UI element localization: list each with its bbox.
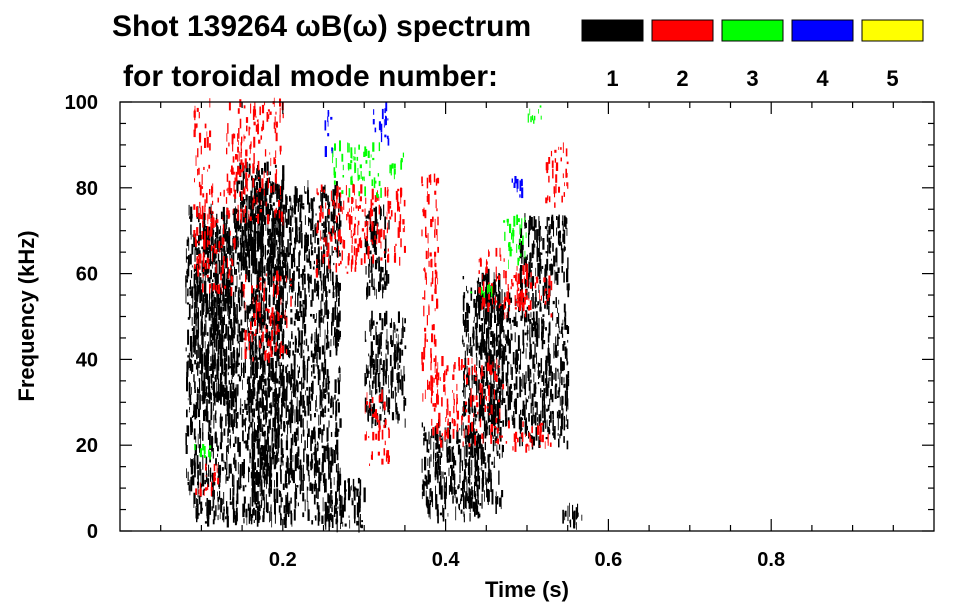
- mode-1-region-6: [324, 477, 366, 533]
- mode-3-region-5: [470, 283, 493, 298]
- legend-label-2: 2: [676, 66, 688, 91]
- x-axis-label: Time (s): [485, 577, 569, 602]
- y-axis-label: Frequency (kHz): [14, 230, 39, 401]
- mode-1-region-5: [250, 180, 342, 528]
- x-tick-label-0.8: 0.8: [757, 549, 785, 571]
- axis-ticks: 0.2 0.4 0.6 0.8 0 20 40 60 80 100: [65, 92, 934, 571]
- mode-1-region-8: [364, 310, 407, 429]
- y-tick-label-20: 20: [76, 435, 98, 457]
- y-tick-label-60: 60: [76, 264, 98, 286]
- mode-3-region-4: [503, 214, 527, 270]
- y-tick-label-0: 0: [87, 521, 98, 543]
- mode-4-region-2: [372, 102, 390, 146]
- x-tick-label-0.4: 0.4: [432, 549, 461, 571]
- x-tick-label-0.6: 0.6: [594, 549, 622, 571]
- series-mode-2: [193, 97, 569, 497]
- mode-2-region-8: [364, 389, 390, 466]
- mode-2-region-12: [503, 270, 553, 320]
- mode-1-region-7: [364, 204, 390, 300]
- y-tick-label-40: 40: [76, 349, 98, 371]
- mode-2-region-14: [545, 142, 569, 208]
- mode-2-region-9: [421, 173, 440, 405]
- mode-1-region-3: [193, 482, 260, 528]
- y-tick-label-100: 100: [65, 92, 98, 114]
- legend-label-1: 1: [606, 66, 618, 91]
- mode-3-region-3: [194, 444, 212, 460]
- legend-swatch-3: [721, 19, 784, 42]
- x-tick-label-0.2: 0.2: [269, 549, 297, 571]
- mode-4-region-3: [511, 176, 524, 199]
- chart-title-line2: for toroidal mode number:: [123, 60, 498, 93]
- chart-title-line1: Shot 139264 ωB(ω) spectrum: [112, 10, 531, 43]
- mode-1-region-13: [562, 502, 583, 530]
- mode-3-region-1: [332, 140, 382, 199]
- series-mode-3: [194, 105, 542, 460]
- mode-3-region-2: [389, 152, 405, 180]
- mode-2-region-10: [430, 355, 505, 448]
- legend-label-5: 5: [886, 66, 898, 91]
- legend-label-3: 3: [746, 66, 758, 91]
- mode-2-region-7: [348, 183, 406, 269]
- series-mode-4: [324, 102, 524, 199]
- legend-label-4: 4: [816, 66, 829, 91]
- mode-4-region-1: [324, 110, 333, 157]
- legend-swatch-2: [651, 19, 714, 42]
- legend-swatch-1: [581, 19, 644, 42]
- mode-number-legend: 1 2 3 4 5: [581, 19, 924, 91]
- mode-2-region-4: [195, 463, 220, 497]
- mode-2-region-5: [242, 270, 292, 363]
- mode-2-region-2: [201, 183, 236, 297]
- mode-3-region-6: [527, 105, 542, 124]
- legend-swatch-5: [861, 19, 924, 42]
- y-tick-label-80: 80: [76, 178, 98, 200]
- mode-2-region-3: [226, 97, 284, 226]
- spectrum-marks: [185, 97, 583, 533]
- mode-1-region-12: [518, 213, 570, 450]
- mode-2-region-13: [505, 420, 552, 453]
- legend-swatch-4: [791, 19, 854, 42]
